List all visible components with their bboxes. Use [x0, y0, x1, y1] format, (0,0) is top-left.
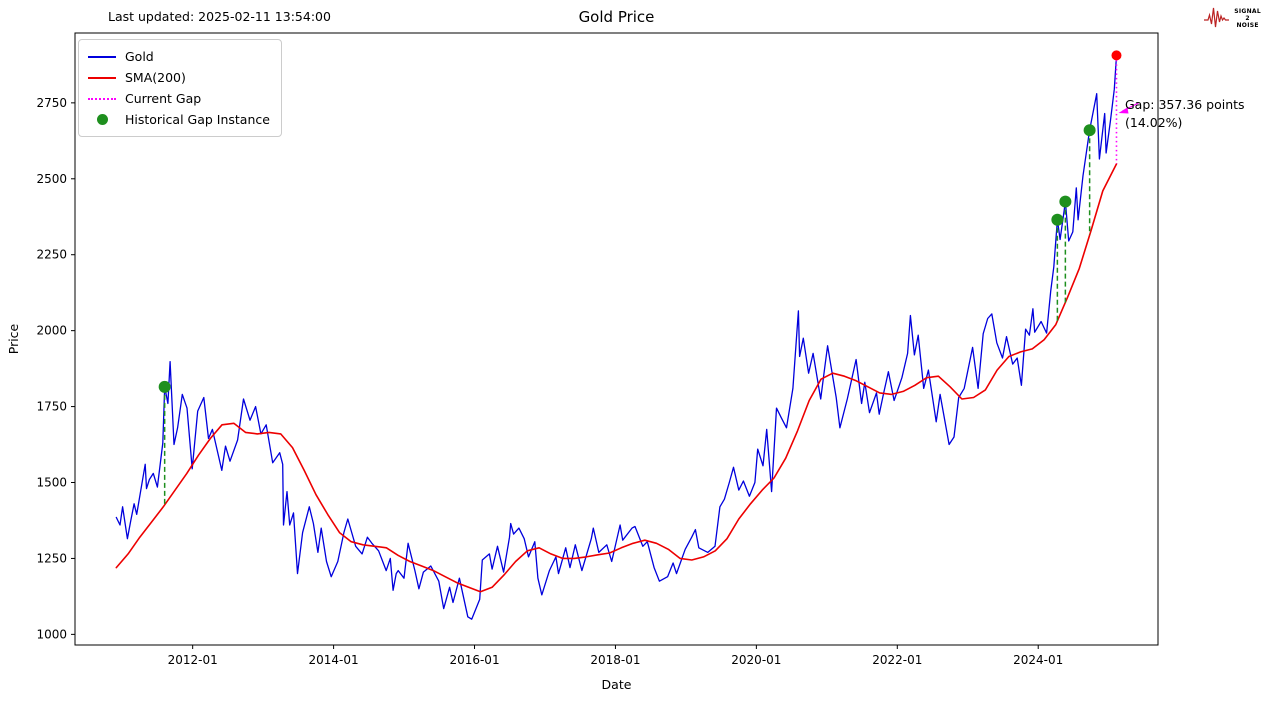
- gold-swatch-icon: [88, 55, 116, 58]
- y-tick-label: 2750: [36, 96, 67, 110]
- current-gap-swatch-icon: [88, 97, 116, 100]
- chart-title: Gold Price: [578, 8, 655, 26]
- historical-gap-dot: [1051, 213, 1064, 226]
- y-tick-label: 1000: [36, 627, 67, 641]
- gap-annotation: Gap: 357.36 points (14.02%): [1125, 96, 1245, 132]
- gap-annotation-line2: (14.02%): [1125, 115, 1183, 130]
- historical-gap-instance-swatch-icon: [88, 114, 116, 125]
- chart-legend: Gold SMA(200) Current Gap Historical Gap In…: [78, 39, 282, 137]
- x-axis-label: Date: [602, 677, 632, 692]
- y-tick-label: 1250: [36, 551, 67, 565]
- last-updated-text: Last updated: 2025-02-11 13:54:00: [108, 9, 331, 24]
- y-tick-label: 2250: [36, 248, 67, 262]
- sma-200-line: [115, 163, 1118, 593]
- gap-annotation-arrowhead-icon: [1118, 107, 1129, 114]
- legend-item-sma-200: SMA(200): [88, 67, 270, 88]
- y-axis-label: Price: [6, 323, 21, 354]
- x-tick-label: 2012-01: [168, 653, 218, 667]
- legend-label: Historical Gap Instance: [125, 112, 270, 127]
- legend-label: Gold: [125, 49, 154, 64]
- logo-line1: SIGNAL: [1234, 7, 1261, 15]
- legend-item-current-gap: Current Gap: [88, 88, 270, 109]
- historical-gap-dot: [158, 380, 171, 393]
- logo-line2: 2: [1245, 14, 1250, 22]
- logo-line3: NOISE: [1236, 21, 1259, 29]
- historical-gap-dot: [1059, 195, 1072, 208]
- x-tick-label: 2014-01: [309, 653, 359, 667]
- y-tick-label: 1750: [36, 400, 67, 414]
- x-tick-label: 2018-01: [590, 653, 640, 667]
- sma-200-swatch-icon: [88, 76, 116, 79]
- legend-item-gold: Gold: [88, 46, 270, 67]
- waveform-icon: [1204, 7, 1230, 28]
- legend-label: SMA(200): [125, 70, 186, 85]
- legend-label: Current Gap: [125, 91, 202, 106]
- gold-line: [115, 54, 1118, 620]
- plot-border: [74, 32, 1159, 646]
- x-tick-label: 2016-01: [449, 653, 499, 667]
- x-tick-label: 2022-01: [872, 653, 922, 667]
- legend-item-historical-gap-instance: Historical Gap Instance: [88, 109, 270, 130]
- y-tick-label: 1500: [36, 476, 67, 490]
- y-tick-label: 2000: [36, 324, 67, 338]
- latest-price-dot: [1111, 50, 1122, 61]
- x-tick-label: 2020-01: [731, 653, 781, 667]
- y-tick-label: 2500: [36, 172, 67, 186]
- logo-text: SIGNAL 2 NOISE: [1234, 8, 1261, 29]
- historical-gap-dot: [1083, 124, 1096, 137]
- signal2noise-logo: SIGNAL 2 NOISE: [1203, 3, 1261, 33]
- gap-annotation-line1: Gap: 357.36 points: [1125, 97, 1245, 112]
- x-tick-label: 2024-01: [1013, 653, 1063, 667]
